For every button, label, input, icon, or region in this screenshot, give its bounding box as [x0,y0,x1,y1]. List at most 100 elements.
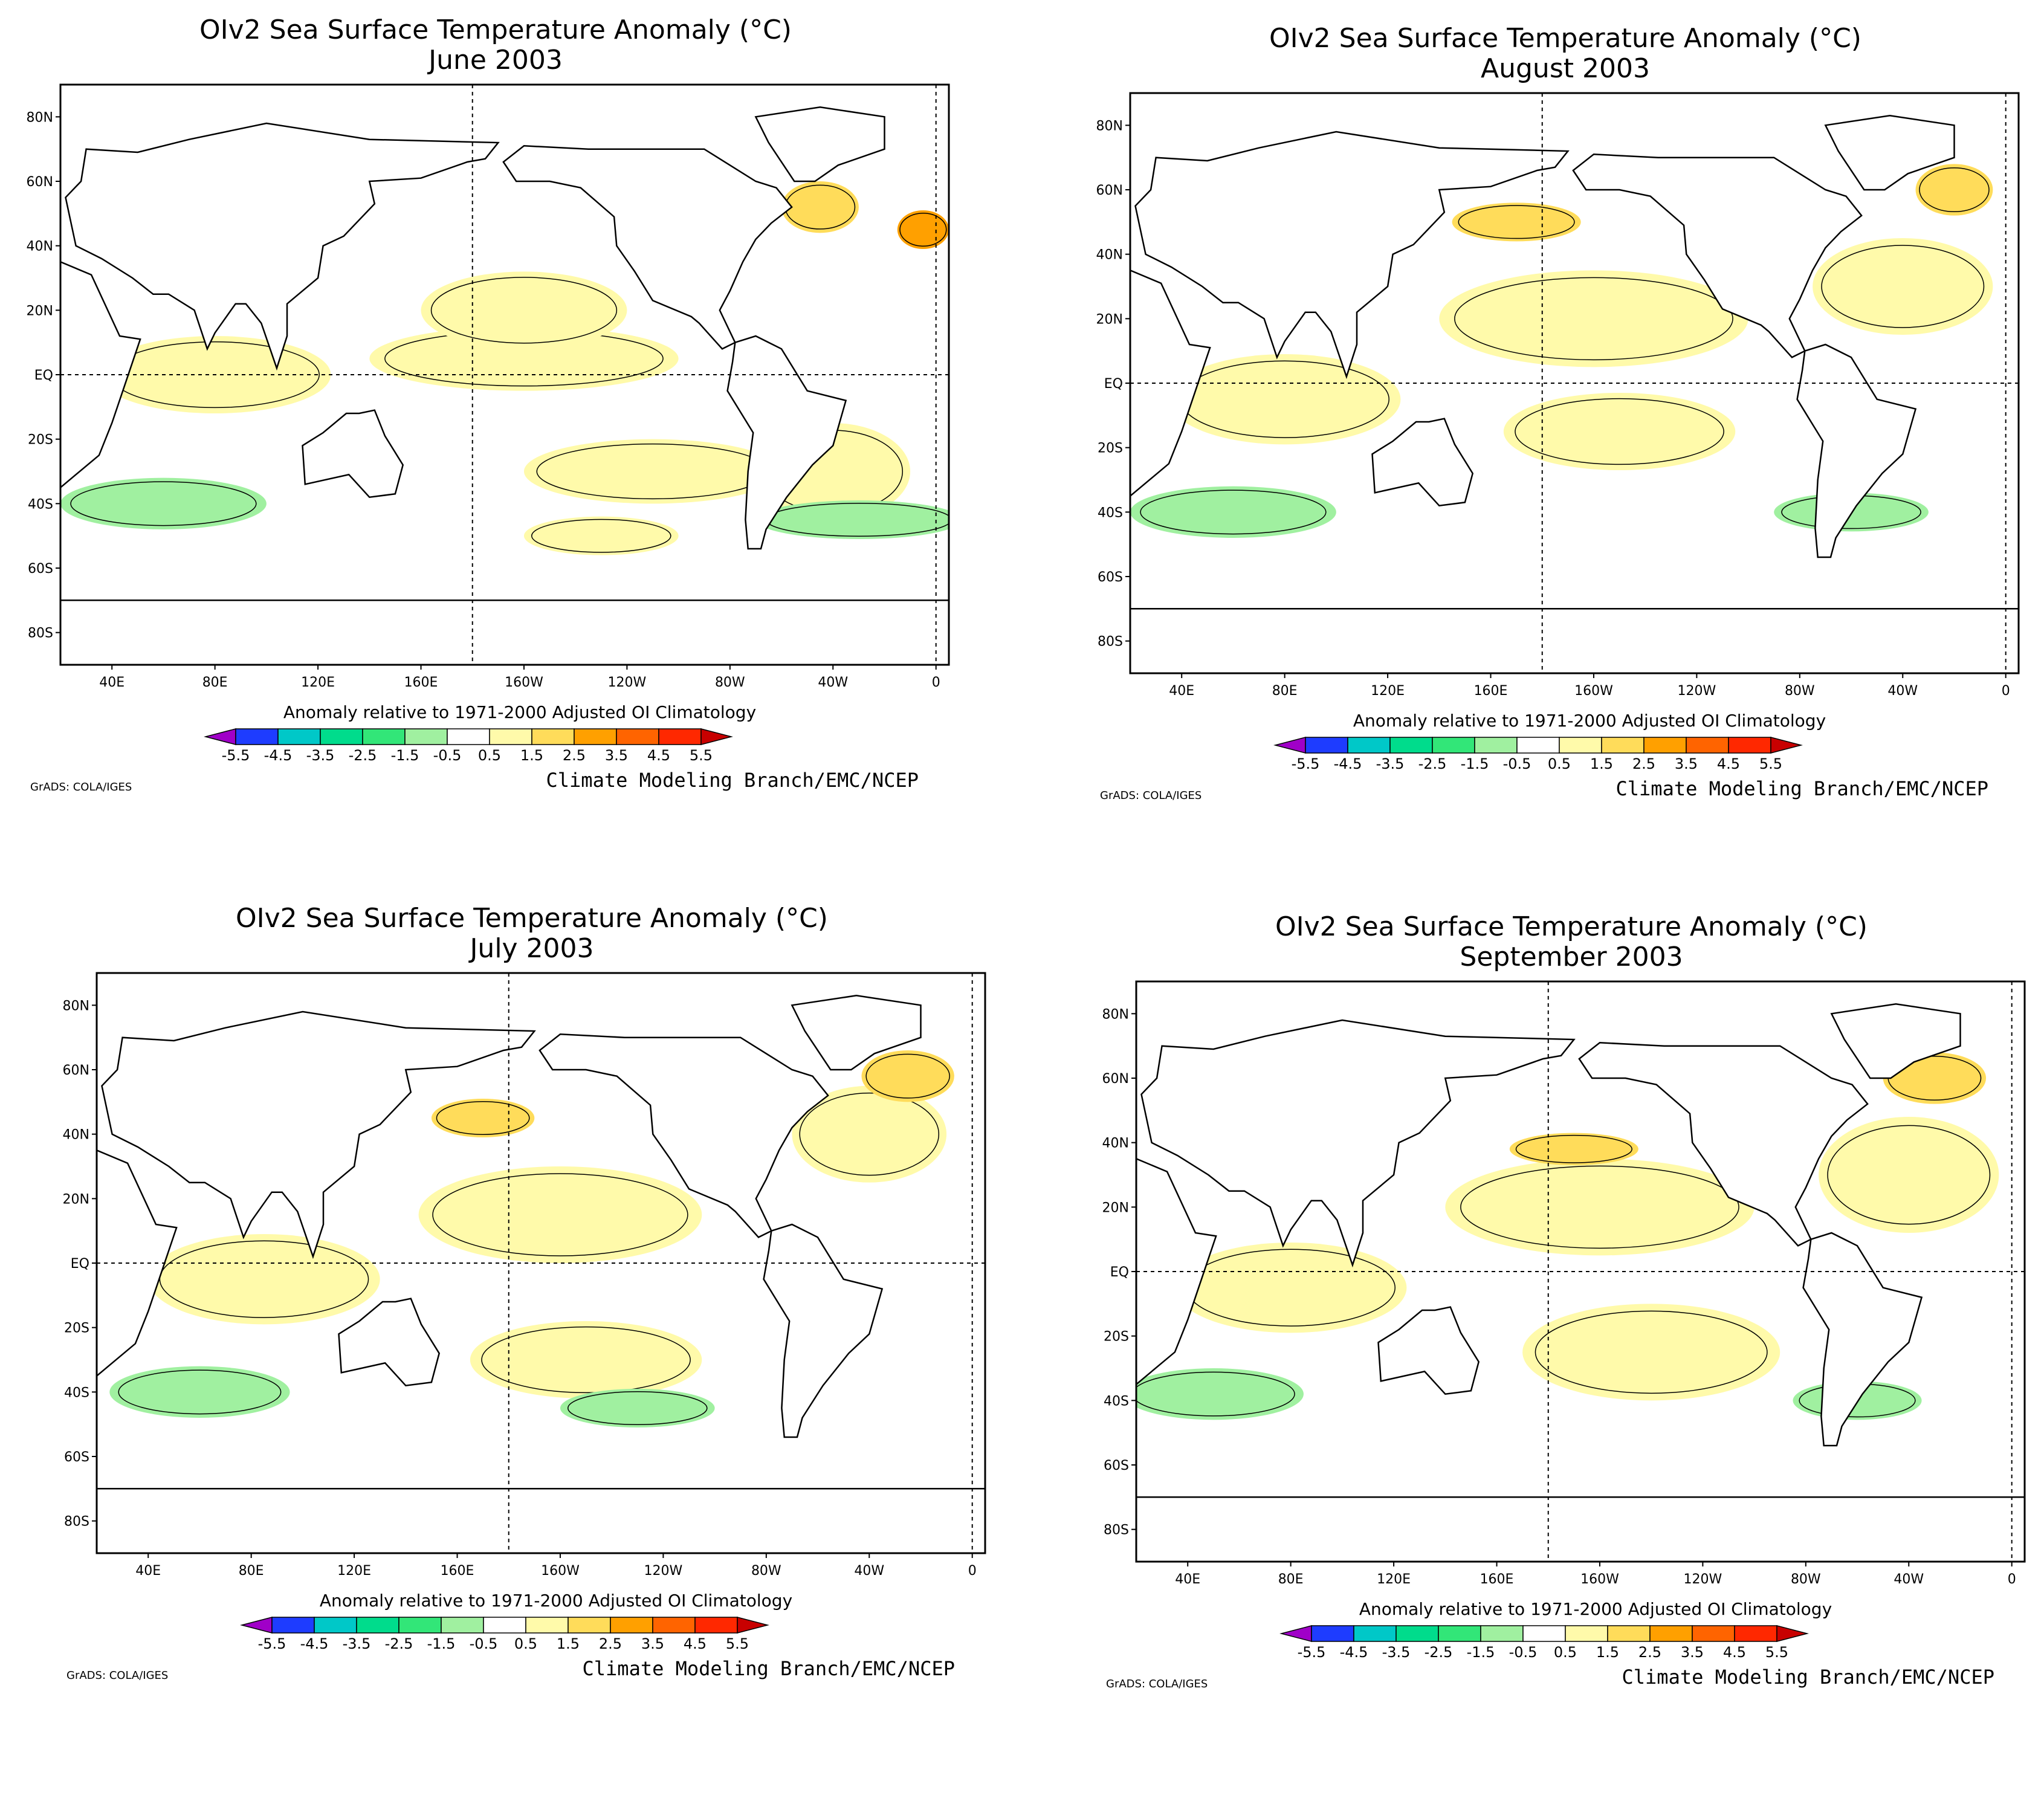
contour-line [1136,1371,1295,1417]
land-eurasia [101,1010,536,1259]
anomaly-patch [60,477,267,529]
land-australia [1371,418,1474,507]
credit-text: Climate Modeling Branch/EMC/NCEP [582,1657,956,1680]
contour-line [1827,1125,1991,1225]
longitude-label: 160W [1574,684,1613,699]
longitude-label: 120W [644,1563,683,1579]
legend-caption: Anomaly relative to 1971-2000 Adjusted O… [1353,711,1826,731]
colorbar-swatch [1728,737,1771,754]
contour-line [481,1326,691,1394]
latitude-label: 60N [27,175,53,190]
latitude-label: 80S [1098,635,1123,650]
colorbar-tick-label: -2.5 [1425,1644,1453,1661]
contour-line [118,1369,282,1415]
colorbar-tick-label: -1.5 [1461,755,1489,772]
contour-line [531,519,671,553]
colorbar-tick-label: 4.5 [1723,1644,1746,1661]
contour-line [1515,1134,1632,1163]
latitude-label: 80S [28,626,53,641]
latitude-label: 20N [63,1192,89,1207]
colorbar-tick-label: 0.5 [514,1635,537,1652]
colorbar-tick-label: -3.5 [306,747,335,764]
latitude-label: EQ [1104,377,1123,392]
credit-text: Climate Modeling Branch/EMC/NCEP [546,769,919,792]
colorbar-swatch [1353,1625,1397,1642]
land-greenland [754,106,885,183]
latitude-label: 60S [28,561,53,577]
contour-line [1821,245,1985,328]
colorbar-swatch [1516,737,1560,754]
land-africa [60,261,141,489]
anomaly-patch [523,439,782,504]
latitude-label: 60N [1102,1072,1129,1087]
land-antarctica [97,1488,985,1553]
colorbar-swatch [1601,737,1645,754]
contour-line [1454,277,1733,361]
colorbar-swatch [1686,737,1729,754]
colorbar-tick-label: -2.5 [349,747,377,764]
colorbar-swatch [356,1617,399,1634]
latitude-label: 40S [1098,505,1123,520]
colorbar-swatch [235,728,279,745]
anomaly-patch [1819,1117,1999,1233]
land-northamerica [538,1033,829,1238]
panel-subtitle: June 2003 [429,45,563,76]
anomaly-patch [560,1389,715,1427]
latitude-label: 20S [1098,441,1123,456]
colorbar-tick-label: -3.5 [1376,755,1405,772]
colorbar-arrow-left [1279,1625,1312,1642]
latitude-label: EQ [1110,1265,1129,1280]
contour-line [70,481,257,526]
longitude-label: 120W [1684,1572,1722,1587]
contour-line [436,1101,530,1135]
latitude-label: 40S [1104,1394,1129,1409]
colorbar-tick-label: 2.5 [563,747,586,764]
credit-text: Climate Modeling Branch/EMC/NCEP [1622,1666,1995,1689]
software-credit: GrADS: COLA/IGES [1106,1678,1208,1690]
colorbar-swatch [1649,1625,1693,1642]
colorbar-tick-label: 3.5 [605,747,628,764]
longitude-label: 80W [1785,684,1815,699]
colorbar-swatch [1305,737,1348,754]
colorbar-arrow-left [240,1617,273,1634]
anomaly-patch [523,516,679,555]
latitude-label: EQ [71,1256,89,1272]
panel-subtitle: August 2003 [1481,53,1650,84]
land-africa [1136,1158,1217,1386]
latitude-label: 20N [1096,312,1123,327]
land-australia [1377,1306,1480,1395]
map-panel-june: OIv2 Sea Surface Temperature Anomaly (°C… [24,6,967,810]
colorbar-swatch [1480,1625,1524,1642]
colorbar-tick-label: -0.5 [1509,1644,1538,1661]
contour-line [1458,205,1575,239]
longitude-label: 80W [715,675,745,690]
contour-line [1515,398,1724,465]
land-antarctica [1136,1496,2025,1562]
anomaly-patch [1509,1133,1638,1165]
colorbar-swatch [658,728,702,745]
colorbar-swatch [398,1617,442,1634]
longitude-label: 160W [541,1563,580,1579]
latitude-label: 80N [63,998,89,1013]
latitude-label: 60S [1104,1458,1129,1473]
panel-title: OIv2 Sea Surface Temperature Anomaly (°C… [1275,911,1868,942]
colorbar-swatch [694,1617,738,1634]
panel-subtitle: July 2003 [470,933,594,964]
anomaly-patch [148,1234,380,1325]
colorbar-tick-label: -5.5 [1292,755,1320,772]
longitude-label: 80E [1278,1572,1304,1587]
latitude-label: 80N [27,110,53,125]
anomaly-map: 80N 60N 40N 20N EQ 20S 40S 60S 80S 40E 80E 120E 160E… [27,83,950,690]
latitude-label: 60S [1098,570,1123,585]
color-bar: -5.5 -4.5 -3.5 -2.5 -1.5 -0.5 0.5 1.5 2.5 3.5 4.5 5… [240,1617,769,1652]
anomaly-patch [421,271,627,349]
colorbar-swatch [1438,1625,1481,1642]
anomaly-patch [792,1085,947,1183]
land-antarctica [1130,608,2019,673]
anomaly-patch [1452,202,1581,242]
panel-title: OIv2 Sea Surface Temperature Anomaly (°C… [199,15,792,45]
colorbar-tick-label: 3.5 [1675,755,1698,772]
colorbar-tick-label: 1.5 [520,747,543,764]
longitude-label: 0 [2008,1572,2016,1587]
anomaly-patch [1915,164,1993,216]
